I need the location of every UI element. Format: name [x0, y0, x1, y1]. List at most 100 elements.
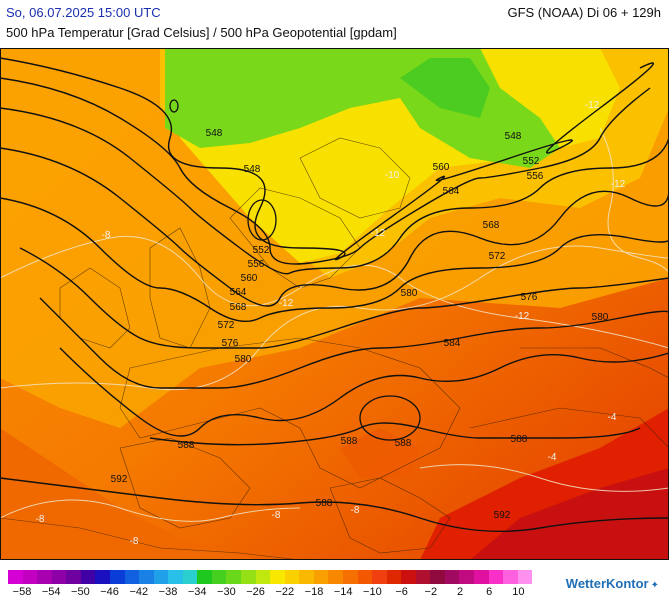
geopotential-label: 588 [316, 498, 333, 509]
coastlines [0, 137, 669, 560]
legend-swatch [109, 570, 125, 584]
geopotential-label: 580 [401, 288, 418, 299]
color-scale-bar [8, 570, 533, 584]
legend-label: −22 [275, 586, 295, 598]
legend-label: −50 [71, 586, 90, 598]
brand-logo: WetterKontor ✦ [566, 576, 659, 591]
legend-swatch [51, 570, 67, 584]
legend-swatch [8, 570, 23, 584]
geopotential-label: 584 [444, 338, 461, 349]
legend-swatch [168, 570, 183, 584]
geopotential-label: 580 [235, 354, 252, 365]
geopotential-label: 588 [395, 438, 412, 449]
isotherm-label: -8 [36, 514, 45, 525]
legend-swatch [372, 570, 387, 584]
legend-swatch [517, 570, 533, 584]
isotherm-label: -8 [102, 230, 111, 241]
isotherm-label: -8 [130, 536, 139, 547]
geopotential-label: 560 [241, 273, 258, 284]
brand-mark-icon: ✦ [650, 580, 659, 591]
legend-label: −6 [395, 586, 408, 598]
legend-swatch [459, 570, 474, 584]
legend-label: −2 [424, 586, 438, 598]
geopotential-label: 548 [244, 164, 261, 175]
legend-swatch [255, 570, 271, 584]
legend-swatch [386, 570, 402, 584]
geopotential-label: 572 [218, 320, 235, 331]
forecast-date: So, 06.07.2025 15:00 UTC [6, 5, 161, 20]
brand-name: WetterKontor [565, 576, 649, 591]
legend-label: −26 [246, 586, 265, 598]
geopotential-label: 572 [489, 251, 506, 262]
legend-swatch [226, 570, 241, 584]
legend-swatch [488, 570, 504, 584]
geopotential-label: 548 [505, 131, 522, 142]
color-scale-labels: −58 −54 −50 −46 −42 −38 −34 −30 −26 −22 −18 −14 −10−… [8, 586, 548, 600]
legend-label: −10 [363, 586, 382, 598]
isotherm-label: -8 [351, 505, 360, 516]
legend-label: −14 [333, 586, 353, 598]
geopotential-label: 560 [433, 162, 450, 173]
legend-swatch [22, 570, 38, 584]
low-pressure-rings [169, 99, 421, 441]
legend-swatch [342, 570, 358, 584]
map-subtitle: 500 hPa Temperatur [Grad Celsius] / 500 … [6, 25, 397, 40]
legend-swatch [444, 570, 460, 584]
geopotential-label: 588 [511, 434, 528, 445]
legend-label: −18 [304, 586, 324, 598]
geopotential-label: 552 [523, 156, 540, 167]
geopotential-label: 564 [230, 287, 247, 298]
isotherm-label: -12 [611, 179, 626, 190]
legend-swatch [503, 570, 518, 584]
legend-swatch [415, 570, 431, 584]
legend-swatch [80, 570, 96, 584]
isotherm-label: -12 [515, 311, 530, 322]
legend-swatch [328, 570, 343, 584]
hot-region-west [0, 428, 260, 560]
isotherm-label: -4 [548, 452, 557, 463]
isotherm-label: -8 [272, 510, 281, 521]
geopotential-label: 556 [527, 171, 544, 182]
legend-label: 6 [486, 586, 493, 598]
legend-swatch [474, 570, 489, 584]
legend-swatch [284, 570, 300, 584]
weather-map: 548 548 548 552 552 556 556 560 560 564 564 568 568 5… [0, 48, 669, 560]
geopotential-label: 592 [111, 474, 128, 485]
legend-label: −58 [12, 586, 32, 598]
legend-label: 2 [456, 586, 464, 598]
isotherm-label: -4 [608, 412, 617, 423]
legend-label: −30 [217, 586, 236, 598]
isotherm-label: -12 [371, 228, 386, 239]
legend-swatch [430, 570, 445, 584]
geopotential-contours [0, 57, 669, 533]
isotherm-label: -12 [279, 298, 294, 309]
geopotential-label: 580 [592, 312, 609, 323]
header-row-1: So, 06.07.2025 15:00 UTC GFS (NOAA) Di 0… [0, 4, 669, 22]
geopotential-label: 568 [230, 302, 247, 313]
model-run: GFS (NOAA) Di 06 + 129h [507, 5, 661, 20]
geopotential-label-layer: 548 548 548 552 552 556 556 560 560 564 564 568 568 5… [111, 128, 609, 521]
legend-label: −46 [100, 586, 119, 598]
legend-label: −34 [187, 586, 207, 598]
geopotential-label: 576 [222, 338, 239, 349]
legend-swatch [153, 570, 169, 584]
legend-swatch [270, 570, 285, 584]
legend-swatch [139, 570, 154, 584]
legend-swatch [313, 570, 329, 584]
cold-region-darker [400, 58, 490, 118]
geopotential-label: 588 [341, 436, 358, 447]
legend-swatch [401, 570, 416, 584]
isotherm-label: -12 [585, 100, 600, 111]
legend-swatch [124, 570, 140, 584]
geopotential-label: 556 [248, 259, 265, 270]
legend-swatch [66, 570, 81, 584]
geopotential-label: 564 [443, 186, 460, 197]
legend-swatch [299, 570, 314, 584]
legend-swatch [197, 570, 212, 584]
legend-label: −54 [41, 586, 61, 598]
temperature-label-layer: -10 -12 -12 -12 -8 -12 -8 -8 -8 -8 -4 -4 -12 [36, 100, 626, 547]
geopotential-label: 568 [483, 220, 500, 231]
geopotential-label: 552 [253, 245, 270, 256]
legend-label: −42 [129, 586, 149, 598]
legend-swatch [357, 570, 373, 584]
